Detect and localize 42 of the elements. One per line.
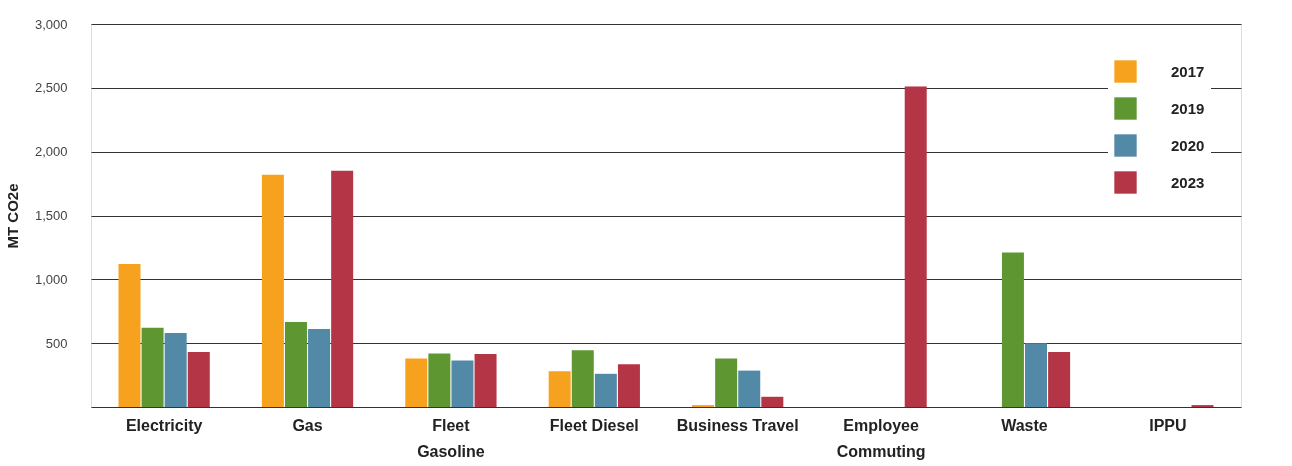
legend-label: 2019 — [1171, 99, 1205, 117]
legend-label: 2023 — [1171, 173, 1205, 191]
x-tick-label: IPPU — [1149, 416, 1187, 434]
bar — [428, 353, 451, 407]
y-tick-label: 2,000 — [34, 144, 68, 160]
x-tick-label: Waste — [1001, 416, 1048, 434]
bar — [451, 360, 474, 407]
y-tick-label: 1,500 — [34, 208, 68, 223]
bar — [1001, 252, 1024, 407]
bar — [594, 373, 617, 407]
bar — [308, 329, 331, 407]
x-tick-label: Electricity — [125, 416, 203, 434]
y-tick-label: 1,000 — [34, 271, 68, 287]
x-tick-label: Fleet Gasoline — [417, 416, 485, 460]
bar — [405, 358, 428, 407]
bar — [118, 264, 141, 407]
bar — [261, 174, 284, 407]
x-tick-label: Business Travel — [676, 416, 799, 434]
bar — [617, 364, 640, 407]
bar — [331, 170, 354, 407]
x-tick-label: Employee Commuting — [836, 416, 926, 460]
bar — [141, 327, 164, 407]
bar — [571, 350, 594, 407]
y-tick-label: 500 — [45, 335, 68, 351]
y-tick-label: 2,500 — [34, 80, 68, 96]
bar — [548, 371, 571, 407]
bar — [1048, 352, 1071, 407]
y-tick-label: 3,000 — [34, 16, 68, 32]
y-axis-title: MT CO2e — [3, 183, 21, 249]
bar — [761, 396, 784, 407]
bar — [164, 332, 187, 407]
bar — [1025, 343, 1048, 407]
bar — [474, 354, 497, 407]
legend-label: 2017 — [1171, 62, 1205, 80]
bar — [738, 370, 761, 407]
bar — [715, 358, 738, 407]
x-tick-label: Fleet Diesel — [549, 416, 639, 434]
legend-label: 2020 — [1171, 136, 1205, 154]
bar — [904, 86, 927, 407]
bar — [284, 322, 307, 407]
x-tick-label: Gas — [292, 416, 323, 434]
bar — [187, 352, 210, 407]
